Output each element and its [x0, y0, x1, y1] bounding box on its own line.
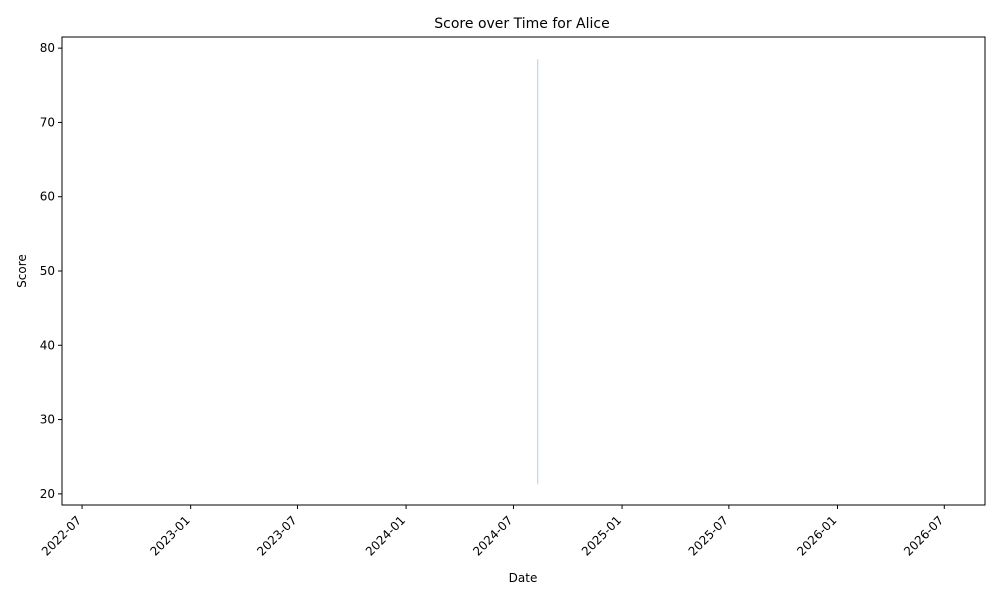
y-tick-label: 60	[40, 190, 55, 204]
x-axis-label: Date	[509, 571, 538, 585]
y-tick-label: 30	[40, 413, 55, 427]
y-tick-label: 20	[40, 487, 55, 501]
y-axis-label: Score	[15, 254, 29, 288]
chart-title: Score over Time for Alice	[434, 16, 609, 32]
y-tick-label: 50	[40, 264, 55, 278]
y-tick-label: 80	[40, 41, 55, 55]
y-tick-label: 40	[40, 338, 55, 352]
y-axis: 20 30 40 50 60 70 80	[40, 41, 62, 501]
y-tick-label: 70	[40, 115, 55, 129]
